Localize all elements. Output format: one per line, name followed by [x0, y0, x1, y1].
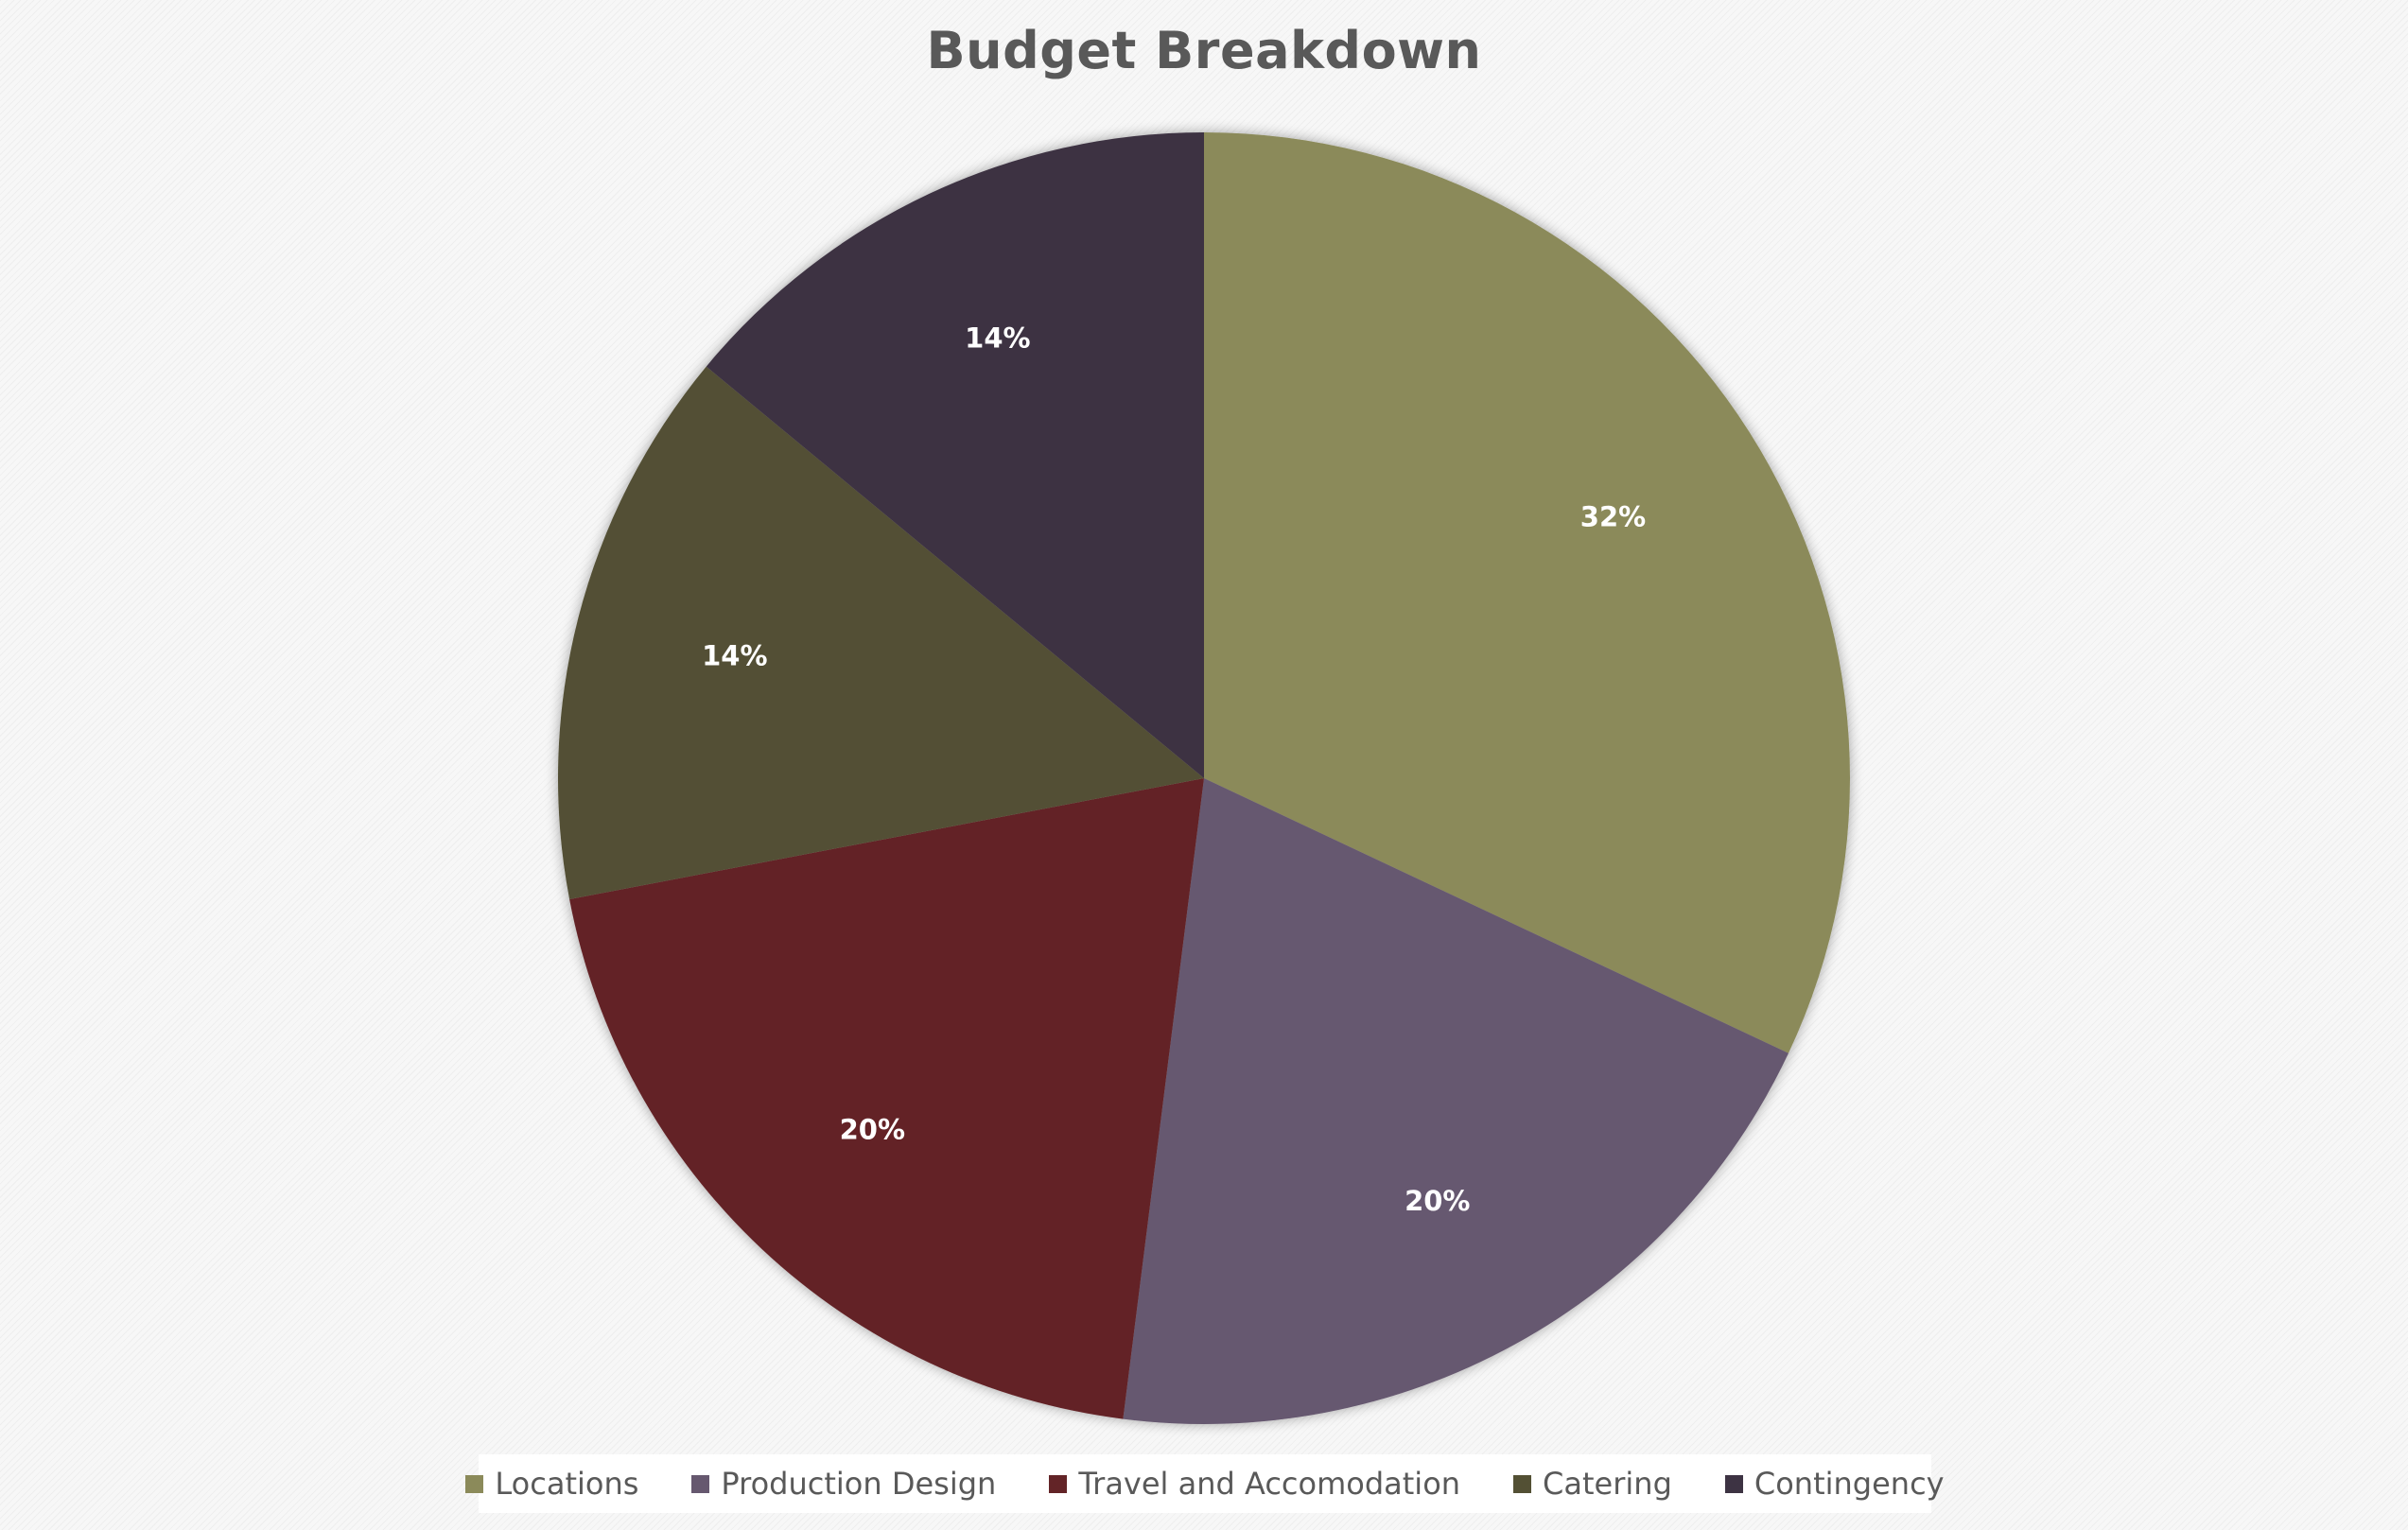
- legend-item-contingency: Contingency: [1724, 1466, 1945, 1502]
- data-label-contingency: 14%: [965, 322, 1030, 355]
- chart-title: Budget Breakdown: [926, 21, 1482, 80]
- pie-slice-catering: [557, 366, 1204, 899]
- data-label-travel-and-accomodation: 20%: [840, 1113, 905, 1145]
- data-label-locations: 32%: [1580, 501, 1646, 533]
- legend-item-production-design: Production Design: [691, 1466, 996, 1502]
- legend-label: Catering: [1543, 1466, 1672, 1502]
- legend-swatch: [691, 1474, 710, 1493]
- pie-data-labels: 32% 20% 20% 14% 14%: [702, 322, 1646, 1217]
- legend-item-locations: Locations: [465, 1466, 638, 1502]
- legend-swatch: [465, 1474, 484, 1493]
- pie-slice-contingency: [706, 132, 1204, 778]
- legend-label: Contingency: [1754, 1466, 1945, 1502]
- legend-swatch: [1049, 1474, 1068, 1493]
- data-label-catering: 14%: [702, 640, 767, 672]
- pie-slice-travel-and-accomodation: [569, 778, 1204, 1419]
- pie-slice-production-design: [1123, 778, 1789, 1425]
- pie-slice-locations: [1204, 132, 1850, 1053]
- legend-item-catering: Catering: [1513, 1466, 1672, 1502]
- legend: Locations Production Design Travel and Acc…: [465, 1454, 1945, 1513]
- legend-label: Locations: [495, 1466, 639, 1502]
- legend-label: Production Design: [721, 1466, 997, 1502]
- legend-label: Travel and Accomodation: [1078, 1466, 1461, 1502]
- legend-item-travel-and-accomodation: Travel and Accomodation: [1049, 1466, 1460, 1502]
- data-label-production-design: 20%: [1405, 1185, 1470, 1217]
- legend-swatch: [1724, 1474, 1743, 1493]
- legend-swatch: [1513, 1474, 1532, 1493]
- pie-slices: [557, 132, 1850, 1425]
